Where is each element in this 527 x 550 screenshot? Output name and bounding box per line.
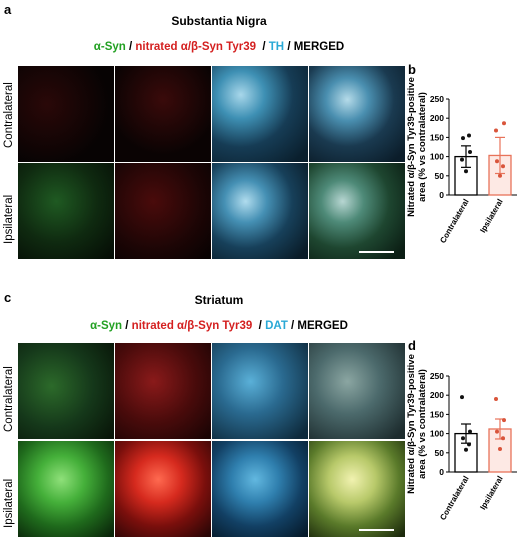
x-tick-label: Ipsilateral (478, 475, 504, 512)
x-tick-label: Ipsilateral (478, 198, 504, 235)
x-tick-label: Contralateral (438, 475, 470, 522)
y-tick-label: 0 (439, 467, 444, 477)
micrograph-tile (18, 441, 114, 537)
legend-segment: / MERGED (284, 41, 345, 53)
panel-a-title: Substantia Nigra (171, 14, 267, 28)
data-point (461, 436, 465, 441)
panel-a-row-label-contralateral: Contralateral (3, 82, 15, 148)
legend-segment: / (252, 320, 266, 332)
data-point (502, 121, 506, 126)
data-point (501, 164, 505, 169)
chart-d: Nitrated α/β-Syn Tyr39-positive area (% v… (406, 354, 517, 522)
micrograph-tile (18, 343, 114, 439)
panel-a-channel-legend: α-Syn / nitrated α/β-Syn Tyr39 / TH / ME… (0, 41, 438, 53)
y-axis-label: Nitrated α/β-Syn Tyr39-positive (406, 77, 417, 217)
micrograph-tile (115, 441, 211, 537)
legend-segment: / (125, 41, 136, 53)
y-tick-label: 50 (435, 171, 445, 181)
y-axis-label: area (% vs contralateral) (417, 369, 428, 479)
micrograph-tile (309, 163, 405, 259)
y-tick-label: 200 (430, 390, 444, 400)
micrograph-tile (309, 343, 405, 439)
legend-segment: nitrated α/β-Syn Tyr39 (135, 41, 256, 53)
legend-segment: TH (268, 41, 285, 53)
micrograph-tile (212, 163, 308, 259)
data-point (468, 149, 472, 154)
panel-c-title: Striatum (194, 293, 244, 307)
data-point (467, 442, 471, 447)
data-point (460, 395, 464, 400)
data-point (494, 397, 498, 402)
y-tick-label: 100 (430, 429, 444, 439)
y-tick-label: 150 (430, 409, 444, 419)
micrograph-tile (212, 343, 308, 439)
legend-segment: / (256, 41, 269, 53)
micrograph-tile (115, 66, 211, 162)
panel-letter-b: b (408, 62, 416, 77)
panel-letter-c: c (4, 290, 12, 305)
panel-c-row-label-contralateral: Contralateral (3, 366, 15, 432)
data-point (501, 436, 505, 441)
micrograph-tile (212, 441, 308, 537)
panel-letter-a: a (4, 2, 12, 17)
y-axis-label: area (% vs contralateral) (417, 92, 428, 202)
data-point (494, 128, 498, 133)
scale-bar (359, 251, 394, 253)
data-point (468, 429, 472, 434)
micrograph-tile (115, 343, 211, 439)
x-tick-label: Contralateral (438, 198, 470, 245)
chart-b: Nitrated α/β-Syn Tyr39-positive area (% v… (406, 77, 517, 245)
data-point (461, 136, 465, 141)
y-tick-label: 250 (430, 371, 444, 381)
micrograph-tile (115, 163, 211, 259)
legend-segment: α-Syn (93, 41, 126, 53)
legend-segment: / MERGED (287, 320, 348, 332)
data-point (460, 157, 464, 162)
y-tick-label: 50 (435, 448, 445, 458)
panel-a-row-label-ipsilateral: Ipsilateral (3, 194, 15, 244)
y-tick-label: 150 (430, 132, 444, 142)
y-tick-label: 200 (430, 113, 444, 123)
legend-segment: nitrated α/β-Syn Tyr39 (131, 320, 253, 332)
scale-bar (359, 529, 394, 531)
panel-c-row-label-ipsilateral: Ipsilateral (3, 478, 15, 528)
y-axis-label: Nitrated α/β-Syn Tyr39-positive (406, 354, 417, 494)
data-point (498, 173, 502, 178)
panel-letter-d: d (408, 338, 416, 353)
micrograph-tile (309, 66, 405, 162)
data-point (502, 418, 506, 423)
y-tick-label: 250 (430, 94, 444, 104)
data-point (495, 159, 499, 164)
y-tick-label: 0 (439, 190, 444, 200)
data-point (464, 169, 468, 174)
micrograph-tile (309, 441, 405, 537)
data-point (498, 446, 502, 451)
legend-segment: DAT (265, 320, 288, 332)
data-point (495, 429, 499, 434)
micrograph-tile (18, 66, 114, 162)
y-tick-label: 100 (430, 152, 444, 162)
legend-segment: α-Syn (90, 320, 123, 332)
data-point (467, 133, 471, 138)
micrograph-tile (212, 66, 308, 162)
micrograph-tile (18, 163, 114, 259)
legend-segment: / (122, 320, 132, 332)
panel-c-channel-legend: α-Syn / nitrated α/β-Syn Tyr39 / DAT / M… (0, 320, 438, 332)
data-point (464, 447, 468, 452)
